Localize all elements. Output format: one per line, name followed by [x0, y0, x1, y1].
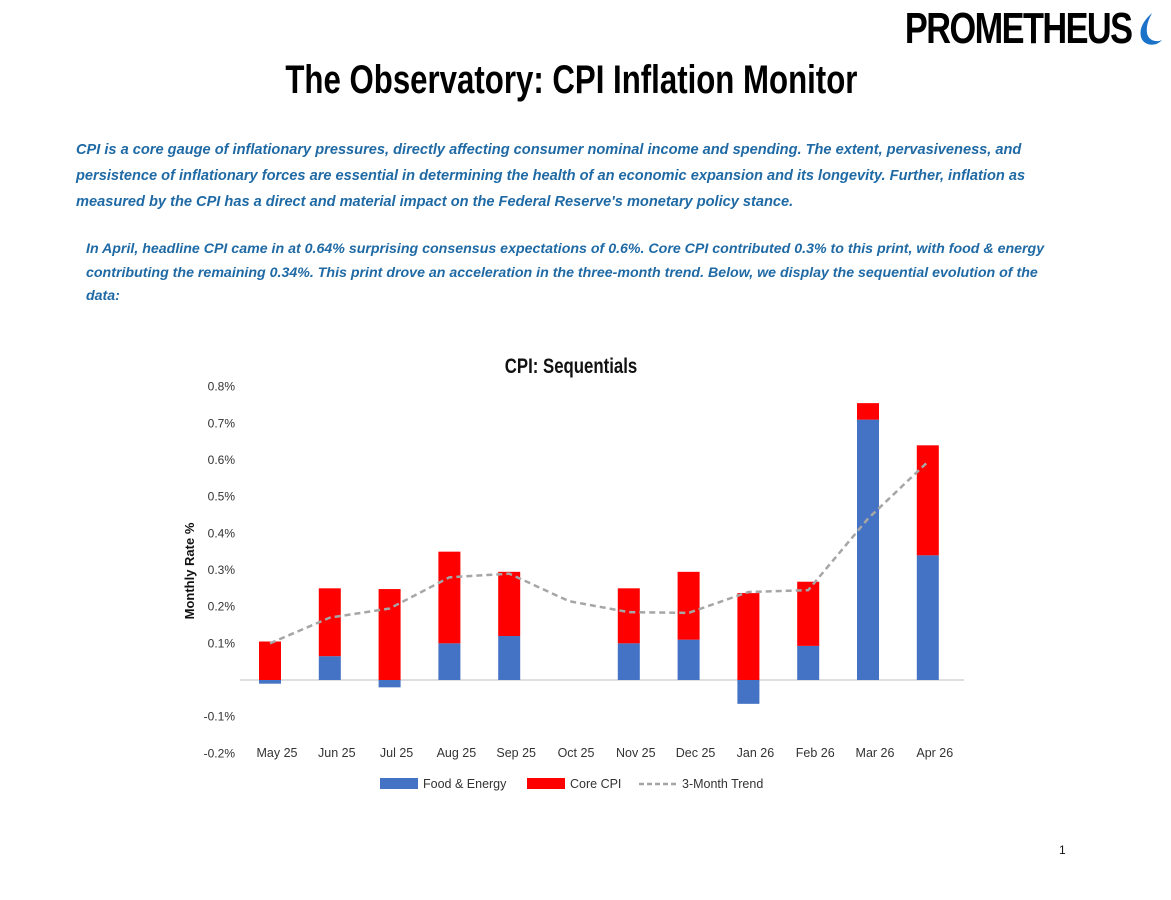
- y-tick-label: 0.6%: [208, 453, 236, 467]
- bar-food-energy: [797, 645, 820, 680]
- y-tick-label: 0.3%: [208, 563, 236, 577]
- x-tick-label: Apr 26: [916, 746, 953, 760]
- bar-food-energy: [318, 656, 341, 680]
- x-tick-label: Dec 25: [676, 746, 716, 760]
- intro-paragraph: CPI is a core gauge of inflationary pres…: [76, 142, 1026, 210]
- y-tick-label: 0.1%: [208, 636, 236, 650]
- prometheus-logo: PROMETHEUS: [841, 4, 1165, 54]
- y-tick-label: 0.2%: [208, 600, 236, 614]
- page-number: 1: [1059, 843, 1066, 857]
- bar-food-energy: [916, 555, 939, 680]
- x-tick-label: Jan 26: [737, 746, 775, 760]
- bar-core-cpi: [378, 589, 401, 680]
- summary-paragraph: In April, headline CPI came in at 0.64% …: [86, 241, 1045, 304]
- x-tick-label: Feb 26: [796, 746, 835, 760]
- legend-label: Core CPI: [570, 777, 621, 791]
- bar-food-energy: [259, 680, 281, 684]
- bar-food-energy: [378, 680, 401, 688]
- x-tick-label: Jul 25: [380, 746, 413, 760]
- bar-food-energy: [737, 680, 760, 704]
- x-tick-label: Nov 25: [616, 746, 656, 760]
- y-tick-label: 0.4%: [208, 526, 236, 540]
- bar-food-energy: [677, 639, 700, 680]
- legend-swatch: [380, 778, 418, 789]
- bar-core-cpi: [737, 593, 760, 680]
- bar-food-energy: [857, 419, 879, 680]
- x-tick-label: May 25: [257, 746, 298, 760]
- bar-food-energy: [438, 643, 461, 680]
- y-axis-label: Monthly Rate %: [182, 522, 197, 619]
- y-tick-label: 0.8%: [208, 380, 236, 394]
- bar-core-cpi: [857, 403, 879, 420]
- bar-food-energy: [498, 635, 521, 680]
- y-tick-label: 0.5%: [208, 490, 236, 504]
- y-tick-label: -0.2%: [204, 746, 236, 760]
- bar-core-cpi: [916, 445, 939, 556]
- chart-title: CPI: Sequentials: [505, 355, 637, 378]
- x-tick-label: Aug 25: [437, 746, 477, 760]
- trend-line: [269, 460, 929, 645]
- page-title: The Observatory: CPI Inflation Monitor: [285, 58, 858, 102]
- x-tick-label: Mar 26: [856, 746, 895, 760]
- bar-core-cpi: [259, 641, 281, 680]
- bar-core-cpi: [677, 571, 700, 640]
- logo-wordmark: PROMETHEUS: [904, 4, 1132, 53]
- y-tick-label: 0.7%: [208, 416, 236, 430]
- x-tick-label: Jun 25: [318, 746, 356, 760]
- legend-label: 3-Month Trend: [682, 777, 763, 791]
- x-tick-label: Sep 25: [496, 746, 536, 760]
- bar-core-cpi: [318, 588, 341, 657]
- legend-swatch: [527, 778, 565, 789]
- bar-core-cpi: [797, 581, 820, 646]
- crescent-drop-icon: [1140, 13, 1162, 45]
- bar-core-cpi: [498, 571, 521, 636]
- y-tick-label: -0.1%: [204, 710, 236, 724]
- bar-core-cpi: [438, 551, 461, 644]
- bar-core-cpi: [617, 588, 640, 644]
- bar-food-energy: [617, 643, 640, 680]
- x-tick-label: Oct 25: [558, 746, 595, 760]
- legend-label: Food & Energy: [423, 777, 507, 791]
